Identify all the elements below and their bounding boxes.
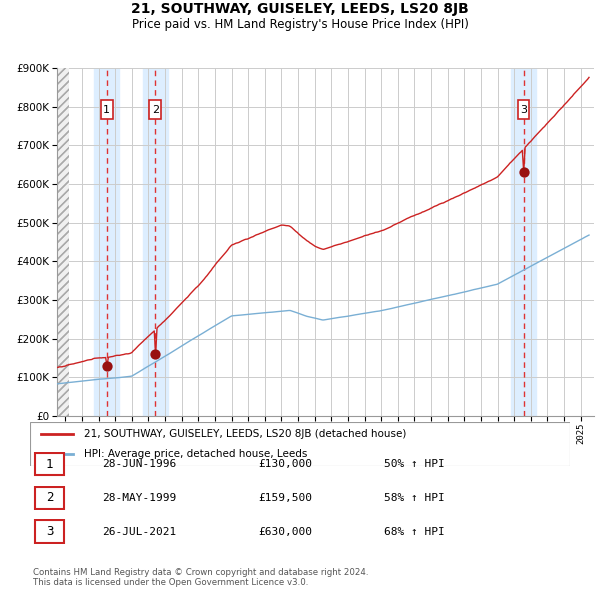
Bar	[511, 68, 536, 416]
Text: 1: 1	[103, 104, 110, 114]
Bar	[143, 68, 168, 416]
Point	[102, 361, 112, 371]
Text: 28-MAY-1999: 28-MAY-1999	[102, 493, 176, 503]
Text: 68% ↑ HPI: 68% ↑ HPI	[384, 527, 445, 536]
Text: 1: 1	[46, 458, 53, 471]
Bar	[57, 68, 68, 416]
Text: 28-JUN-1996: 28-JUN-1996	[102, 460, 176, 469]
Text: 3: 3	[46, 525, 53, 538]
Text: 58% ↑ HPI: 58% ↑ HPI	[384, 493, 445, 503]
Point	[519, 168, 529, 177]
Text: £130,000: £130,000	[258, 460, 312, 469]
Bar	[57, 68, 68, 416]
Text: Contains HM Land Registry data © Crown copyright and database right 2024.
This d: Contains HM Land Registry data © Crown c…	[33, 568, 368, 587]
Text: £159,500: £159,500	[258, 493, 312, 503]
FancyBboxPatch shape	[149, 100, 161, 119]
Text: 50% ↑ HPI: 50% ↑ HPI	[384, 460, 445, 469]
Text: 21, SOUTHWAY, GUISELEY, LEEDS, LS20 8JB (detached house): 21, SOUTHWAY, GUISELEY, LEEDS, LS20 8JB …	[84, 430, 406, 439]
FancyBboxPatch shape	[101, 100, 113, 119]
Text: 21, SOUTHWAY, GUISELEY, LEEDS, LS20 8JB: 21, SOUTHWAY, GUISELEY, LEEDS, LS20 8JB	[131, 2, 469, 16]
Point	[151, 349, 160, 359]
Text: 3: 3	[520, 104, 527, 114]
Text: 26-JUL-2021: 26-JUL-2021	[102, 527, 176, 536]
Text: 2: 2	[46, 491, 53, 504]
Bar	[94, 68, 119, 416]
FancyBboxPatch shape	[518, 100, 529, 119]
Text: £630,000: £630,000	[258, 527, 312, 536]
Text: 2: 2	[152, 104, 159, 114]
Bar	[57, 68, 68, 416]
Text: Price paid vs. HM Land Registry's House Price Index (HPI): Price paid vs. HM Land Registry's House …	[131, 18, 469, 31]
Text: HPI: Average price, detached house, Leeds: HPI: Average price, detached house, Leed…	[84, 449, 307, 459]
